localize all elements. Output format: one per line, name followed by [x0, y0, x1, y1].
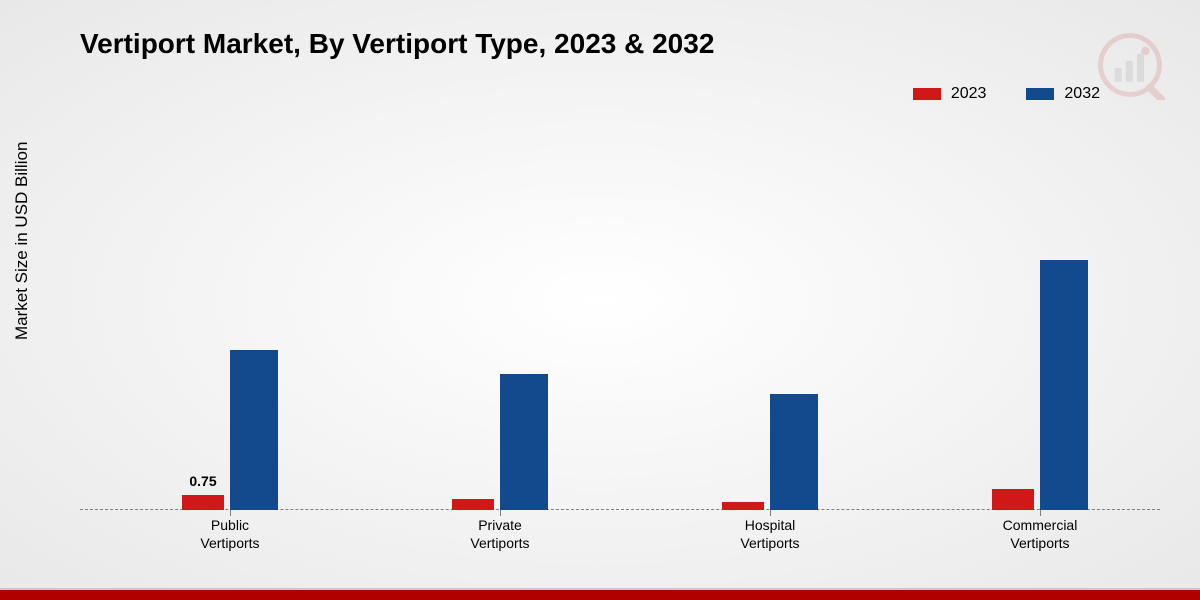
x-axis-labels: Public Vertiports Private Vertiports Hos… [80, 516, 1160, 566]
x-label-commercial: Commercial Vertiports [960, 516, 1120, 552]
logo-icon [1095, 30, 1165, 100]
bar-2023-public: 0.75 [182, 495, 224, 510]
chart-container: Vertiport Market, By Vertiport Type, 202… [0, 0, 1200, 600]
bar-2032-hospital [770, 394, 818, 510]
x-label-public: Public Vertiports [150, 516, 310, 552]
x-label-line2: Vertiports [470, 535, 529, 551]
bar-value-label: 0.75 [189, 473, 216, 489]
chart-title: Vertiport Market, By Vertiport Type, 202… [80, 28, 714, 60]
bar-2032-commercial [1040, 260, 1088, 510]
legend-label-2032: 2032 [1064, 85, 1100, 103]
x-label-line2: Vertiports [740, 535, 799, 551]
x-label-hospital: Hospital Vertiports [690, 516, 850, 552]
x-label-line2: Vertiports [200, 535, 259, 551]
x-label-private: Private Vertiports [420, 516, 580, 552]
legend: 2023 2032 [913, 85, 1100, 103]
legend-swatch-2032 [1026, 88, 1054, 100]
bar-group-public: 0.75 [150, 350, 310, 510]
bar-2032-private [500, 374, 548, 510]
bar-2032-public [230, 350, 278, 510]
plot-area: 0.75 [80, 150, 1160, 510]
x-label-line2: Vertiports [1010, 535, 1069, 551]
x-label-line1: Public [211, 517, 249, 533]
legend-label-2023: 2023 [951, 85, 987, 103]
bar-2023-commercial [992, 489, 1034, 510]
bar-2023-hospital [722, 502, 764, 510]
bar-group-commercial [960, 260, 1120, 510]
bar-2023-private [452, 499, 494, 510]
bar-group-hospital [690, 394, 850, 510]
bar-group-private [420, 374, 580, 510]
y-axis-label: Market Size in USD Billion [12, 142, 32, 340]
legend-swatch-2023 [913, 88, 941, 100]
x-label-line1: Private [478, 517, 522, 533]
legend-item-2032: 2032 [1026, 85, 1100, 103]
x-label-line1: Hospital [745, 517, 796, 533]
footer-bar [0, 590, 1200, 600]
legend-item-2023: 2023 [913, 85, 987, 103]
watermark-logo [1095, 30, 1165, 100]
x-label-line1: Commercial [1003, 517, 1078, 533]
